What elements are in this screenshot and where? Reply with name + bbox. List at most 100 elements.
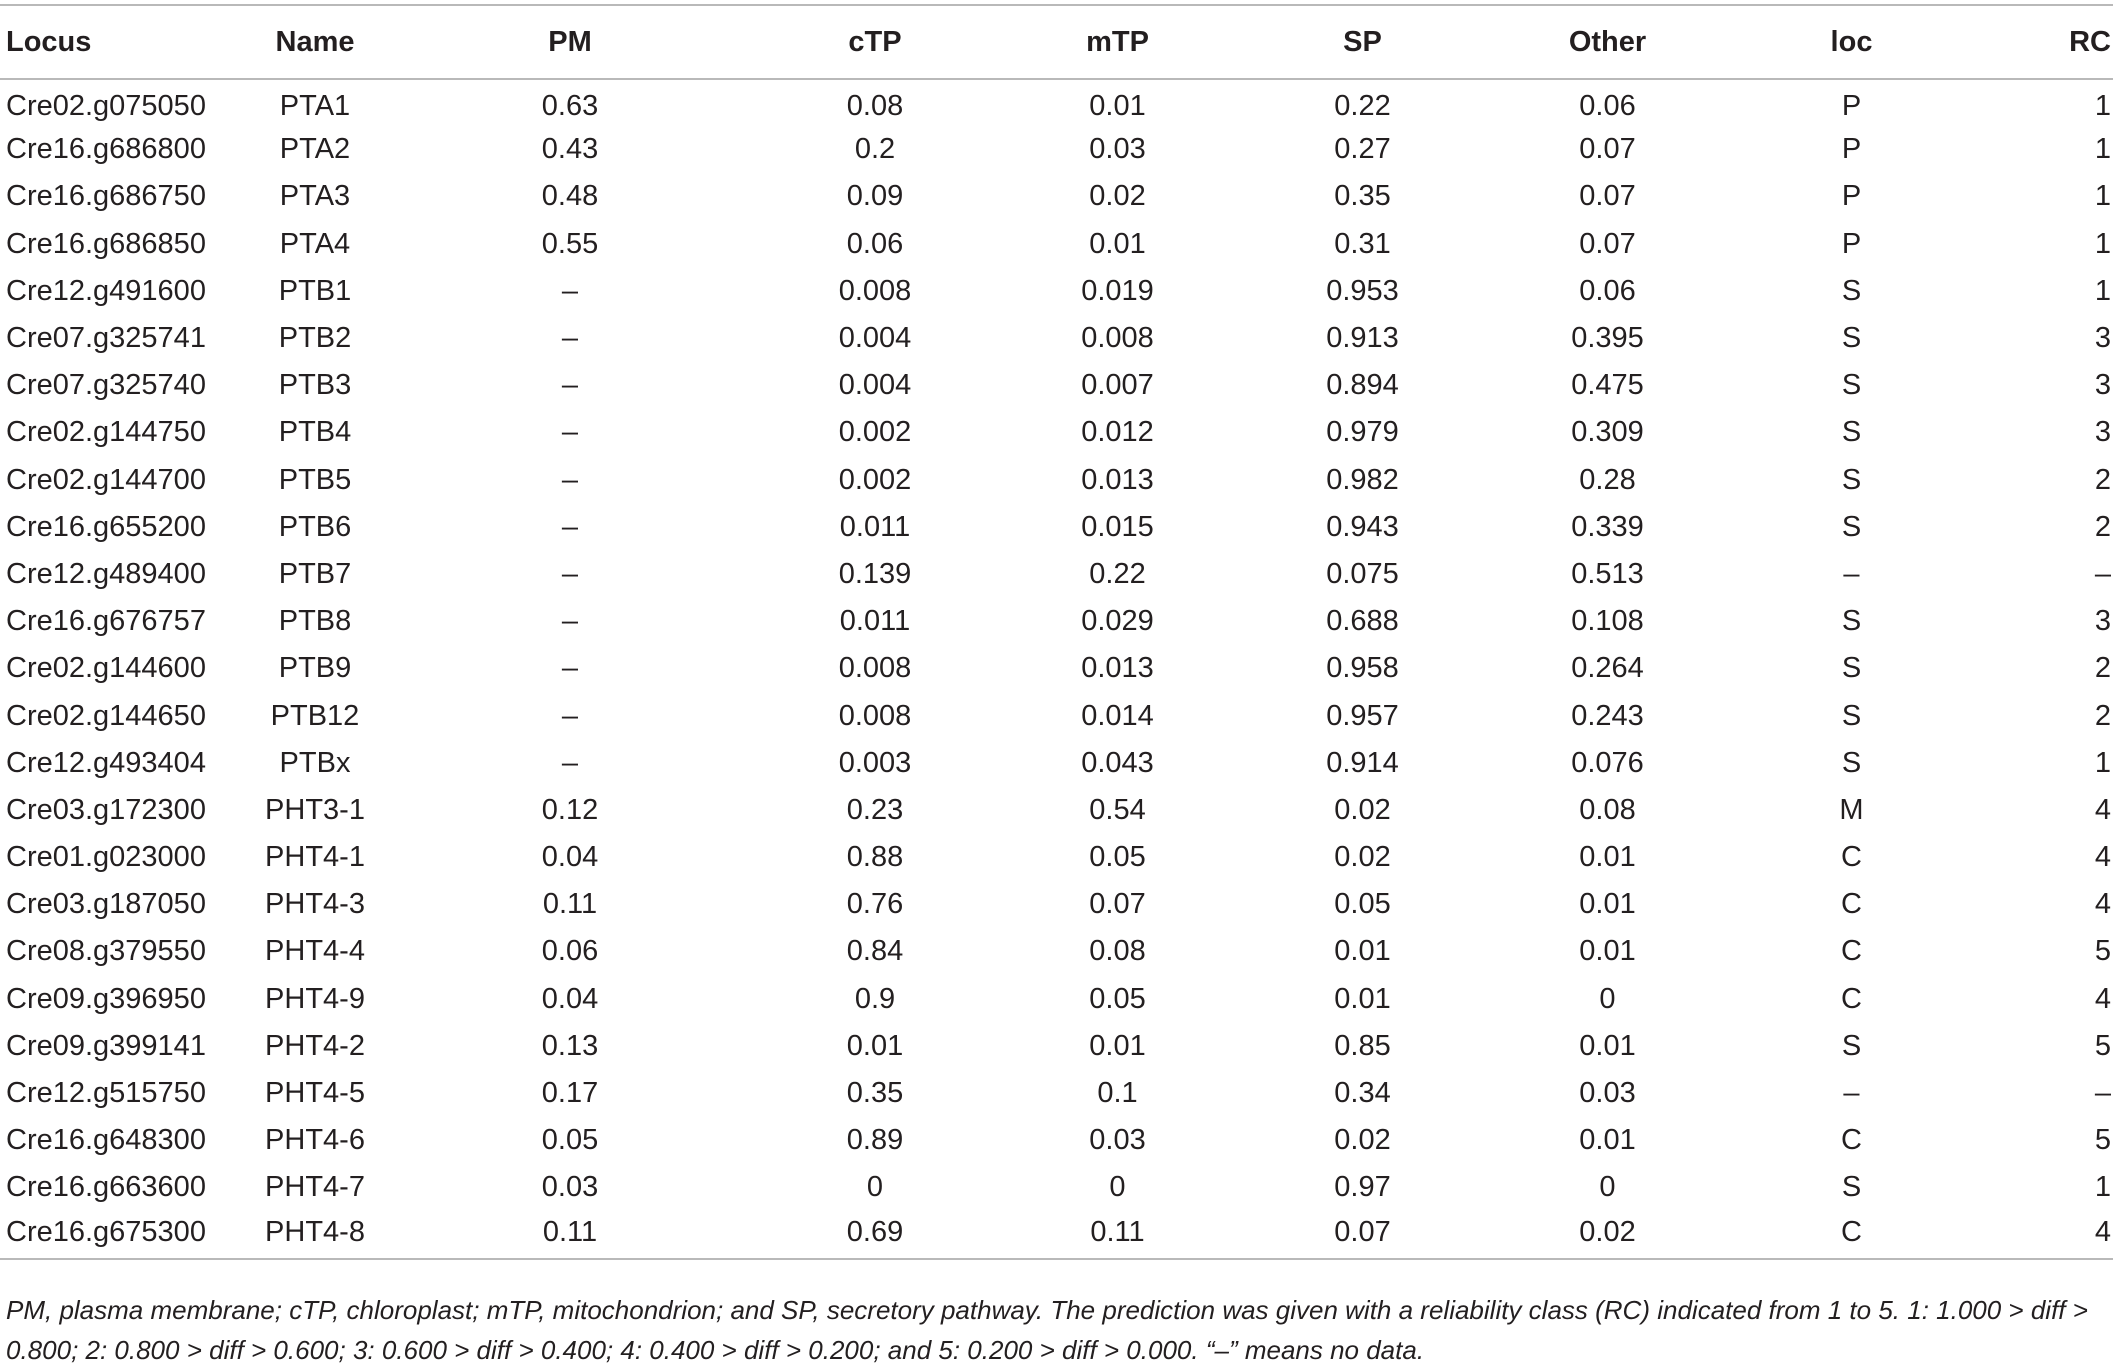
cell-locus: Cre09.g396950: [6, 982, 206, 1015]
cell-pm: –: [561, 322, 579, 355]
cell-ctp: 0.88: [846, 841, 904, 874]
cell-name: PHT4-8: [245, 1211, 385, 1260]
cell-rc: 1: [2094, 227, 2111, 260]
cell-other: 0.07: [1579, 180, 1636, 213]
table-row: Cre16.g686750 PTA3 0.48 0.09 0.02 0.35 0.07 P 1: [0, 173, 2113, 220]
cell-name: PTB8: [278, 605, 352, 638]
cell-mtp: 0.007: [1081, 369, 1154, 402]
cell-rc: 2: [2094, 510, 2111, 543]
cell-pm: –: [561, 510, 579, 543]
cell-other: 0.01: [1579, 1029, 1636, 1062]
cell-pm: 0.11: [385, 1211, 755, 1260]
cell-sp: 0.34: [1334, 1077, 1391, 1110]
cell-rc: 3: [2094, 605, 2111, 638]
cell-name: PHT4-6: [265, 1124, 365, 1157]
cell-ctp: 0.002: [838, 416, 912, 449]
table-row: Cre07.g325740 PTB3 – 0.004 0.007 0.894 0.475 S 3: [0, 362, 2113, 409]
cell-name: PHT4-1: [265, 841, 365, 874]
cell-name: PTA4: [279, 227, 351, 260]
table-row: Cre02.g075050 PTA1 0.63 0.08 0.01 0.22 0.06 P 1: [0, 79, 2113, 126]
cell-name: PTA3: [279, 180, 351, 213]
cell-name: PHT4-2: [265, 1029, 365, 1062]
cell-rc: 1: [2094, 746, 2111, 779]
cell-locus: Cre02.g144650: [6, 699, 206, 732]
cell-pm: –: [561, 369, 579, 402]
cell-ctp: 0.06: [846, 227, 904, 260]
cell-loc: S: [1841, 416, 1862, 449]
col-header-pm: PM: [385, 4, 755, 80]
cell-pm: 0.13: [541, 1029, 599, 1062]
cell-locus: Cre02.g144600: [6, 652, 206, 685]
table-body: Cre02.g075050 PTA1 0.63 0.08 0.01 0.22 0.06 P 1 C…: [0, 79, 2113, 1260]
cell-pm: 0.06: [541, 935, 599, 968]
cell-loc: S: [1841, 746, 1862, 779]
cell-name: PTB3: [278, 369, 352, 402]
cell-other: 0.395: [1571, 322, 1644, 355]
cell-mtp: 0.22: [1089, 557, 1146, 590]
cell-mtp: 0.043: [1081, 746, 1154, 779]
cell-other: 0.243: [1571, 699, 1644, 732]
cell-rc: 1: [2094, 274, 2111, 307]
cell-sp: 0.688: [1326, 605, 1399, 638]
cell-sp: 0.05: [1334, 888, 1391, 921]
table-footnote: PM, plasma membrane; cTP, chloroplast; m…: [6, 1295, 2088, 1365]
cell-name: PTA2: [279, 133, 351, 166]
cell-mtp: 0.013: [1081, 652, 1154, 685]
cell-pm: –: [561, 463, 579, 496]
table-header: Locus Name PM cTP mTP SP Other loc RC: [0, 4, 2113, 80]
cell-mtp: 0.11: [995, 1211, 1240, 1260]
table-row: Cre09.g399141 PHT4-2 0.13 0.01 0.01 0.85 0.01 S…: [0, 1023, 2113, 1070]
cell-rc: 1: [2094, 133, 2111, 166]
cell-locus: Cre12.g491600: [6, 274, 206, 307]
cell-ctp: 0.011: [839, 510, 911, 543]
table-row: Cre16.g676757 PTB8 – 0.011 0.029 0.688 0.108 S 3: [0, 598, 2113, 645]
cell-sp: 0.02: [1334, 841, 1391, 874]
table-row: Cre12.g493404 PTBx – 0.003 0.043 0.914 0.076 S 1: [0, 740, 2113, 787]
cell-sp: 0.01: [1334, 982, 1391, 1015]
cell-ctp: 0.35: [846, 1077, 904, 1110]
cell-loc: P: [1841, 180, 1862, 213]
table-row: Cre16.g675300 PHT4-8 0.11 0.69 0.11 0.07 0.02 C…: [0, 1211, 2113, 1260]
cell-pm: –: [561, 652, 579, 685]
cell-other: 0: [1599, 982, 1616, 1015]
table-row: Cre16.g686800 PTA2 0.43 0.2 0.03 0.27 0.07 P 1: [0, 126, 2113, 173]
col-header-mtp: mTP: [995, 4, 1240, 80]
cell-mtp: 0.03: [1089, 1124, 1146, 1157]
cell-locus: Cre16.g655200: [6, 510, 206, 543]
cell-sp: 0.982: [1326, 463, 1399, 496]
cell-ctp: 0.69: [755, 1211, 995, 1260]
cell-other: 0.28: [1579, 463, 1636, 496]
table-row: Cre03.g187050 PHT4-3 0.11 0.76 0.07 0.05 0.01 C…: [0, 881, 2113, 928]
cell-other: 0.01: [1579, 1124, 1636, 1157]
table-row: Cre02.g144600 PTB9 – 0.008 0.013 0.958 0.264 S 2: [0, 645, 2113, 692]
cell-loc: S: [1841, 699, 1862, 732]
cell-loc: S: [1841, 510, 1862, 543]
cell-ctp: 0.008: [838, 652, 912, 685]
cell-ctp: 0.09: [846, 180, 904, 213]
cell-loc: S: [1841, 322, 1862, 355]
cell-pm: 0.17: [541, 1077, 599, 1110]
col-header-locus: Locus: [0, 4, 245, 80]
cell-rc: 2: [2094, 652, 2111, 685]
cell-rc: 4: [2094, 982, 2111, 1015]
cell-sp: 0.85: [1334, 1029, 1391, 1062]
cell-ctp: 0.002: [838, 463, 912, 496]
cell-sp: 0.957: [1326, 699, 1399, 732]
cell-locus: Cre09.g399141: [6, 1029, 206, 1062]
cell-pm: 0.04: [541, 982, 599, 1015]
cell-pm: –: [561, 605, 579, 638]
cell-ctp: 0.08: [846, 89, 904, 122]
cell-rc: 4: [2094, 888, 2111, 921]
cell-pm: 0.12: [541, 793, 599, 826]
table-row: Cre16.g655200 PTB6 – 0.011 0.015 0.943 0.339 S 2: [0, 504, 2113, 551]
col-header-ctp: cTP: [755, 4, 995, 80]
cell-loc: S: [1841, 1029, 1862, 1062]
cell-rc: 1: [2094, 89, 2111, 122]
cell-name: PTB9: [278, 652, 352, 685]
cell-loc: C: [1841, 935, 1862, 968]
table-row: Cre01.g023000 PHT4-1 0.04 0.88 0.05 0.02 0.01 C…: [0, 834, 2113, 881]
cell-rc: 5: [2094, 1029, 2111, 1062]
cell-loc: S: [1841, 369, 1862, 402]
cell-other: 0.264: [1571, 652, 1644, 685]
cell-other: 0.076: [1571, 746, 1644, 779]
